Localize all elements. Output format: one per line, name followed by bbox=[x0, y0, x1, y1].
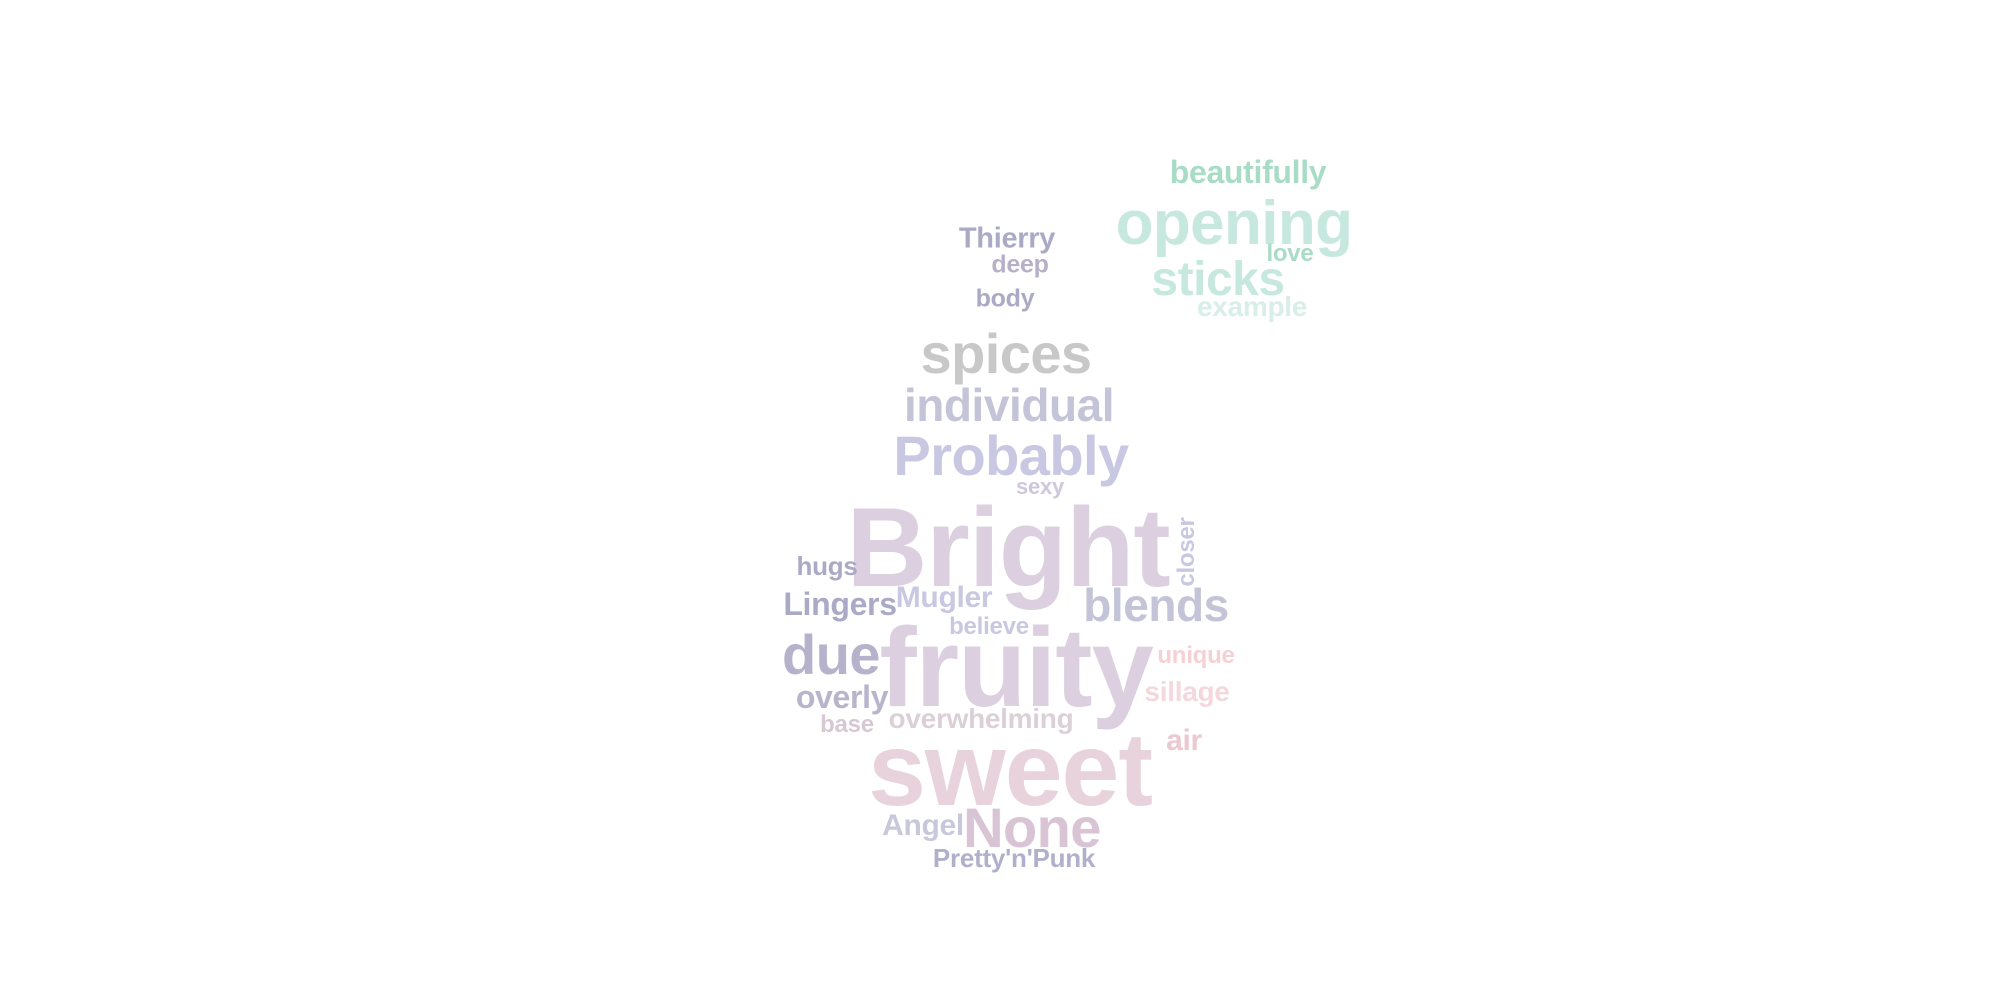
word-fruity: fruity bbox=[879, 605, 1153, 730]
word-mugler: Mugler bbox=[895, 581, 993, 614]
word-closer: closer bbox=[1173, 517, 1200, 587]
word-blends: blends bbox=[1083, 579, 1229, 631]
word-sillage: sillage bbox=[1144, 676, 1230, 707]
word-sexy: sexy bbox=[1015, 474, 1065, 499]
word-opening: opening bbox=[1115, 189, 1353, 258]
word-believe: believe bbox=[949, 613, 1029, 640]
word-thierry: Thierry bbox=[958, 222, 1056, 255]
word-prettypunk: Pretty'n'Punk bbox=[932, 843, 1096, 873]
word-bright: Bright bbox=[846, 485, 1171, 610]
word-lingers: Lingers bbox=[783, 586, 897, 622]
word-example: example bbox=[1196, 291, 1308, 322]
word-air: air bbox=[1166, 724, 1202, 757]
word-overwhelming: overwhelming bbox=[888, 703, 1074, 734]
word-none: None bbox=[963, 796, 1101, 859]
word-sticks: sticks bbox=[1151, 253, 1285, 306]
word-overly: overly bbox=[795, 679, 889, 715]
word-sweet: sweet bbox=[868, 712, 1153, 828]
word-probably: Probably bbox=[893, 424, 1129, 487]
word-hugs: hugs bbox=[796, 551, 858, 581]
word-spices: spices bbox=[920, 322, 1093, 385]
word-beautifully: beautifully bbox=[1169, 154, 1327, 190]
word-angel: Angel bbox=[882, 809, 964, 842]
word-love: love bbox=[1266, 240, 1314, 267]
word-body: body bbox=[975, 284, 1035, 313]
word-base: base bbox=[820, 711, 874, 738]
word-due: due bbox=[782, 623, 880, 686]
word-individual: individual bbox=[903, 379, 1115, 431]
word-deep: deep bbox=[991, 250, 1049, 279]
word-unique: unique bbox=[1157, 642, 1235, 669]
